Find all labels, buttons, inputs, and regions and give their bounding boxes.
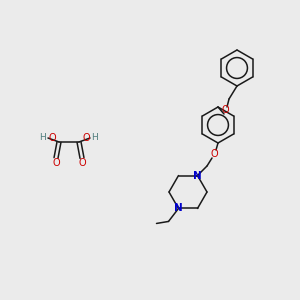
Text: N: N (174, 203, 183, 214)
Text: O: O (78, 158, 86, 168)
Text: O: O (48, 133, 56, 143)
Text: N: N (193, 170, 202, 181)
Text: H: H (40, 134, 46, 142)
Text: O: O (221, 105, 229, 115)
Text: H: H (92, 134, 98, 142)
Text: O: O (52, 158, 60, 168)
Text: O: O (82, 133, 90, 143)
Text: O: O (210, 149, 218, 159)
